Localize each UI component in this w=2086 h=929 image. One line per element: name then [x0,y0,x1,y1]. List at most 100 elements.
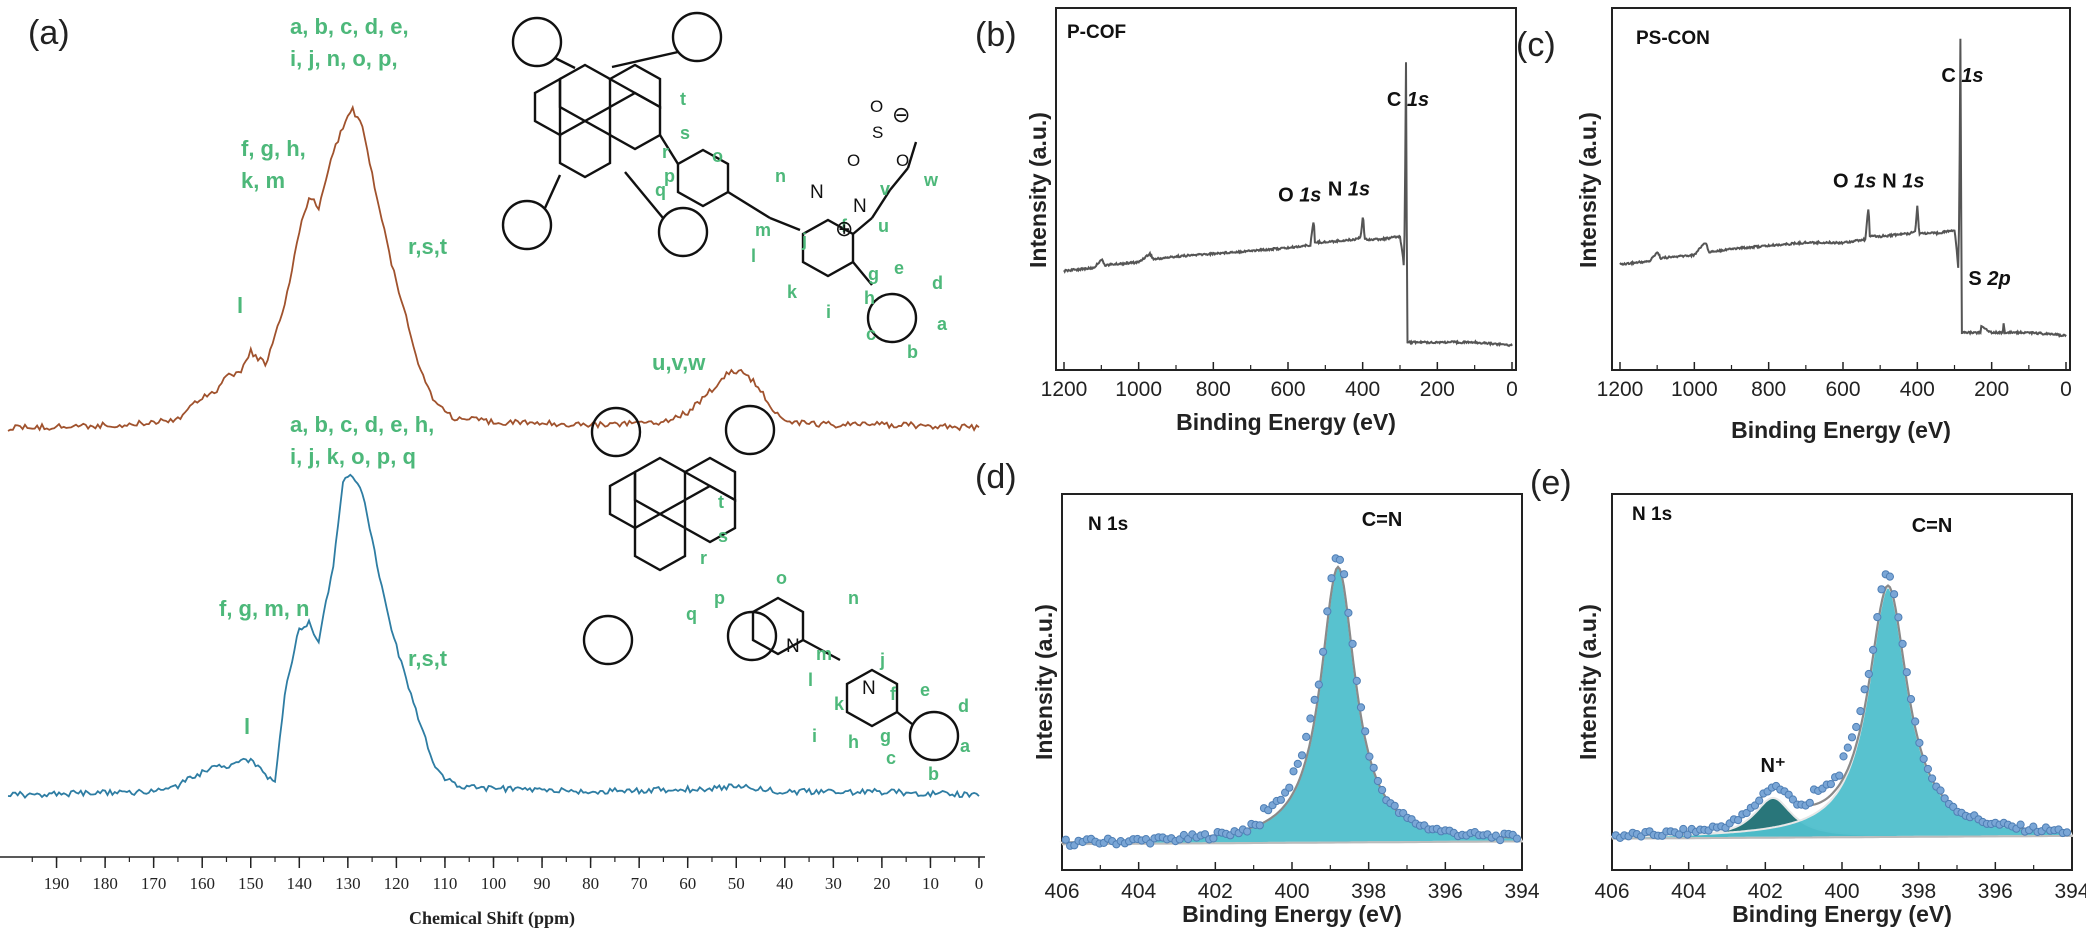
peak-label-orbital: 1s [1854,170,1876,192]
x-tick-label: 402 [1198,880,1233,903]
atom-t: t [680,89,686,109]
nmr-tick-label: 50 [728,874,745,893]
data-point [2016,820,2025,829]
data-point [1734,816,1743,825]
atom-l: l [751,246,756,266]
x-tick-label: 400 [1345,378,1380,401]
data-point [1915,738,1924,748]
x-tick-label: 200 [1974,378,2009,401]
peak-label-orbital: 2p [1986,268,2010,290]
data-point [1898,639,1907,649]
nmr-bot-label-rst: r,s,t [408,646,448,671]
atom-n-b: n [848,588,859,608]
atom-c-b: c [886,748,896,768]
data-point [1209,834,1218,843]
plot-title-d: N 1s [1088,514,1128,535]
plot-title-b: P-COF [1067,22,1126,43]
data-point [2029,822,2038,831]
atom-a-b: a [960,736,971,756]
atom-k: k [787,282,798,302]
atom-k-b: k [834,694,845,714]
x-tick-label: 1200 [1041,378,1088,401]
x-tick-label: 404 [1121,880,1156,903]
data-point [1302,732,1311,742]
x-tick-label: 400 [1274,880,1309,903]
atom-m-b: m [816,644,832,664]
peak-label-orbital: 1s [1902,170,1924,192]
n1s-fit-d: C=N [1059,509,1524,850]
data-point [1512,834,1522,843]
peak-label-orbital: 1s [1299,184,1321,206]
data-point [1894,613,1903,622]
sulfonate-o3: O [896,151,909,170]
nmr-tick-label: 180 [92,874,118,893]
series-survey-b [1063,62,1513,348]
data-point [1675,830,1684,839]
data-point [1839,752,1848,761]
pyrene-core-top [533,63,662,179]
phenyl-rings-top [501,11,918,344]
peak-label: C 1s [1387,89,1429,111]
atom-m: m [755,220,771,240]
data-point [1911,717,1920,726]
x-tick-label: 800 [1751,378,1786,401]
plot-title-e: N 1s [1632,504,1672,525]
structure-bottom-letters: t s r q p o n m l k j i h g f e d c b a [686,492,971,784]
x-tick-label: 394 [1504,880,1539,903]
nmr-bot-label-main2: i, j, k, o, p, q [290,444,416,469]
panel-label-c: (c) [1516,26,1556,64]
pyridine-n: N [862,678,876,699]
x-tick-label: 394 [2054,880,2086,903]
annotations-c: O 1s N 1s C 1s S 2p [1833,65,2011,290]
atom-p-b: p [714,588,725,608]
data-point [1826,780,1836,789]
peak-label: O 1s [1833,170,1876,192]
data-point [1061,835,1070,844]
atom-b: b [907,342,918,362]
data-point [1276,795,1286,804]
y-title-d: Intensity (a.u.) [1031,604,1057,760]
panel-b-survey-pcof: (b) P-COF 1200 1000 800 600 400 200 0 O 1s N 1s… [975,7,1518,435]
pyridinium-n: N [853,196,867,217]
data-point [1356,703,1366,712]
panel-label-b: (b) [975,16,1017,54]
data-point [1390,801,1399,810]
atom-p: p [664,166,675,186]
atom-i: i [826,302,831,322]
atom-s-b: s [718,526,728,546]
peak-label: O 1s [1278,184,1321,206]
atom-b-b: b [928,764,939,784]
data-point [1856,707,1865,716]
atom-e-b: e [920,680,930,700]
atom-t-b: t [718,492,724,512]
data-point [1679,824,1688,834]
x-tick-label: 396 [1428,880,1463,903]
nmr-bot-label-main1: a, b, c, d, e, h, [290,412,434,437]
data-point [1285,783,1294,792]
atom-r-b: r [700,548,707,568]
panel-label-a: (a) [28,14,70,52]
x-title-b: Binding Energy (eV) [1176,409,1396,435]
sulfonate-s: S [872,123,883,142]
panel-label-d: (d) [975,458,1017,496]
x-title-e: Binding Energy (eV) [1732,901,1952,927]
panel-a-nmr: (a) 190 180 170 160 150 140 130 120 110 100 90 80 70… [0,11,985,929]
peak-label-orbital: 1s [1348,179,1370,201]
x-tick-label: 800 [1196,378,1231,401]
atom-h: h [864,288,875,308]
negative-charge: ⊖ [892,102,910,127]
nmr-tick-label: 130 [335,874,361,893]
structure-ps-con: t s r q p o n m l j k i h g f e d c b a [501,11,948,362]
atom-o: o [712,146,723,166]
peak-label: C 1s [1941,65,1983,87]
x-tick-label: 0 [1506,378,1518,401]
atom-f-b: f [890,684,897,704]
nmr-tick-label: 190 [44,874,70,893]
x-tick-label: 396 [1978,880,2013,903]
atom-d: d [932,273,943,293]
nmr-tick-label: 40 [776,874,793,893]
phenyl-rings-bottom [582,404,960,762]
data-point [1683,830,1692,839]
data-point [1928,774,1937,783]
